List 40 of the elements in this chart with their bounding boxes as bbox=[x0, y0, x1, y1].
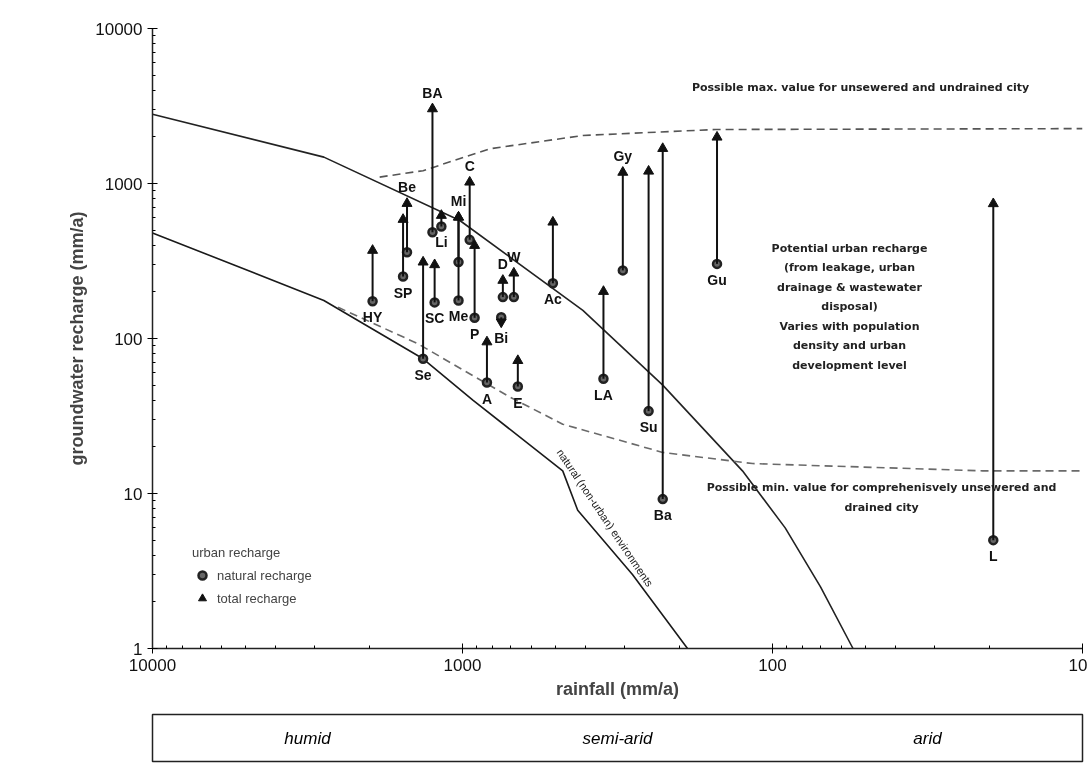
text: arid bbox=[913, 728, 943, 748]
y-axis-title: groundwater recharge (mm/a) bbox=[67, 211, 88, 466]
annotation: Li bbox=[435, 234, 448, 251]
annotation: Gu bbox=[707, 271, 727, 288]
annotation: L bbox=[989, 548, 999, 565]
annotation: Su bbox=[639, 419, 658, 436]
annotation: D bbox=[497, 256, 508, 273]
y-tick-label: 100 bbox=[114, 329, 143, 349]
annotation: Ba bbox=[653, 507, 672, 524]
y-tick-label: 10000 bbox=[95, 19, 143, 39]
annotation: P bbox=[469, 325, 480, 342]
y-tick-label: 1 bbox=[133, 639, 143, 659]
annotation: E bbox=[513, 394, 523, 411]
y-tick-label: 1000 bbox=[104, 174, 143, 194]
x-tick-label: 1000 bbox=[443, 655, 482, 675]
annotation: Possible max. value for unsewered and undrained city bbox=[691, 81, 1030, 94]
annotation: SP bbox=[393, 284, 413, 301]
annotation: HY bbox=[362, 309, 383, 326]
annotation: BA bbox=[422, 84, 443, 101]
annotation: Se bbox=[414, 366, 432, 383]
annotation: LA bbox=[594, 386, 613, 403]
annotation: C bbox=[464, 158, 475, 175]
annotation: Ac bbox=[543, 291, 563, 308]
annotation: Gy bbox=[613, 148, 633, 165]
annotation: Mi bbox=[450, 193, 467, 210]
text: semi-arid bbox=[582, 728, 653, 748]
x-tick-label: 10 bbox=[1068, 655, 1087, 675]
annotation: Me bbox=[448, 308, 469, 325]
x-axis-title: rainfall (mm/a) bbox=[555, 678, 680, 699]
annotation: Be bbox=[398, 179, 417, 196]
y-tick-label: 10 bbox=[123, 484, 143, 504]
text: humid bbox=[284, 728, 332, 748]
legend-label: natural recharge bbox=[217, 567, 312, 583]
annotation: A bbox=[481, 390, 493, 407]
x-tick-label: 100 bbox=[758, 655, 787, 675]
annotation: Potential urban recharge (from leakage, urban drainage & wastewater disposal) Varies with population density and urban development level bbox=[771, 241, 928, 372]
legend-title: urban recharge bbox=[192, 545, 282, 560]
legend-label: total recharge bbox=[217, 590, 297, 606]
annotation: Bi bbox=[494, 329, 509, 346]
annotation: SC bbox=[424, 310, 445, 327]
